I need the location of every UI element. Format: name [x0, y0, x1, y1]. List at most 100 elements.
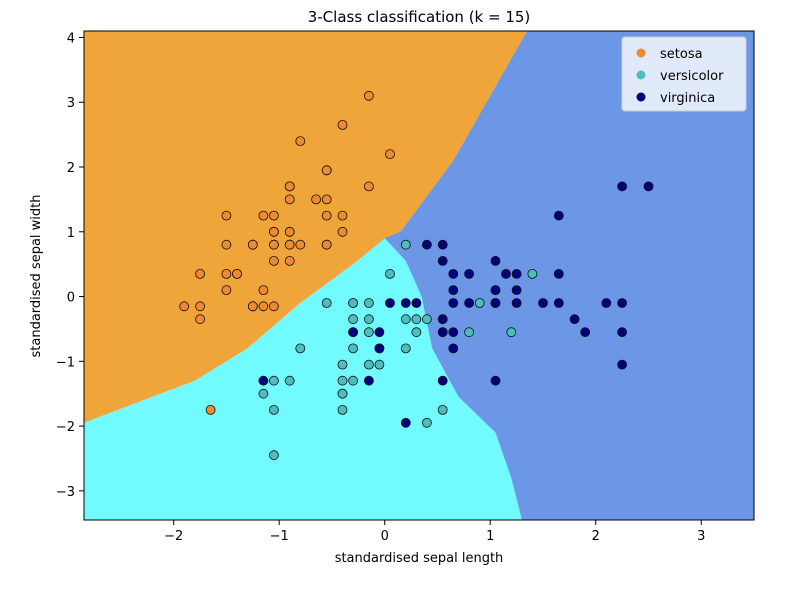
point-versicolor: [374, 359, 385, 370]
point-virginica: [448, 285, 459, 296]
point-virginica: [421, 239, 432, 250]
point-versicolor: [337, 359, 348, 370]
point-versicolor: [337, 388, 348, 399]
point-setosa: [385, 149, 395, 160]
point-setosa: [295, 136, 306, 147]
point-versicolor: [385, 268, 395, 279]
point-setosa: [221, 268, 232, 279]
point-setosa: [284, 239, 295, 250]
point-virginica: [437, 375, 448, 386]
point-setosa: [247, 301, 258, 312]
y-tick-label: 3: [67, 96, 75, 111]
point-virginica: [490, 298, 501, 308]
point-versicolor: [348, 343, 359, 354]
point-virginica: [437, 255, 448, 266]
point-virginica: [448, 268, 459, 279]
point-virginica: [643, 181, 654, 192]
point-virginica: [511, 298, 522, 308]
y-tick-label: −2: [56, 420, 75, 435]
point-virginica: [448, 343, 459, 354]
y-tick-label: −1: [56, 355, 75, 370]
point-versicolor: [348, 314, 359, 325]
point-setosa: [337, 120, 348, 130]
point-versicolor: [411, 314, 422, 325]
point-setosa: [363, 90, 374, 101]
point-versicolor: [400, 343, 411, 354]
point-virginica: [617, 327, 627, 338]
point-setosa: [195, 301, 206, 312]
point-virginica: [400, 417, 411, 428]
point-versicolor: [348, 375, 359, 386]
region-versicolor: [84, 238, 522, 520]
point-virginica: [464, 268, 475, 279]
point-versicolor: [363, 298, 374, 308]
point-setosa: [321, 210, 332, 221]
legend-marker-versicolor: [636, 70, 646, 80]
point-virginica: [258, 375, 269, 386]
point-virginica: [363, 375, 374, 386]
plot-area: [83, 30, 755, 521]
point-versicolor: [421, 314, 432, 325]
point-versicolor: [337, 404, 348, 415]
point-setosa: [258, 285, 269, 296]
point-versicolor: [421, 417, 432, 428]
x-tick-label: 2: [592, 529, 600, 544]
x-tick-label: 1: [486, 529, 494, 544]
point-virginica: [553, 268, 564, 279]
point-versicolor: [295, 343, 306, 354]
point-setosa: [284, 194, 295, 205]
point-virginica: [348, 327, 359, 338]
y-axis-ticks: −3 −2 −1 0 1 2 3 4: [56, 31, 84, 500]
point-setosa: [268, 210, 279, 221]
x-tick-label: −1: [270, 529, 289, 544]
point-setosa: [205, 404, 216, 415]
point-setosa: [258, 301, 269, 312]
point-setosa: [363, 181, 374, 192]
point-virginica: [437, 239, 448, 250]
point-setosa: [268, 239, 279, 250]
point-virginica: [553, 298, 564, 308]
point-setosa: [232, 268, 242, 279]
point-virginica: [437, 327, 448, 338]
point-virginica: [490, 255, 501, 266]
point-virginica: [411, 298, 422, 308]
point-versicolor: [337, 375, 348, 386]
point-virginica: [490, 285, 501, 296]
point-virginica: [448, 298, 459, 308]
point-versicolor: [506, 327, 517, 338]
legend-label-virginica: virginica: [660, 91, 715, 106]
point-versicolor: [268, 450, 279, 461]
point-versicolor: [400, 239, 411, 250]
x-tick-label: −2: [164, 529, 183, 544]
point-setosa: [337, 226, 348, 237]
point-versicolor: [527, 268, 538, 279]
y-tick-label: 2: [67, 161, 75, 176]
point-versicolor: [363, 327, 374, 338]
point-versicolor: [411, 327, 422, 338]
point-virginica: [400, 298, 411, 308]
y-tick-label: 1: [67, 226, 75, 241]
point-virginica: [490, 375, 501, 386]
x-axis-ticks: −2 −1 0 1 2 3: [164, 520, 705, 544]
point-virginica: [448, 327, 459, 338]
legend: setosa versicolor virginica: [621, 36, 747, 112]
point-setosa: [258, 210, 269, 221]
point-setosa: [195, 314, 206, 325]
data-points: [179, 90, 654, 461]
point-setosa: [195, 268, 206, 279]
x-tick-label: 3: [697, 529, 705, 544]
point-virginica: [374, 343, 385, 354]
point-versicolor: [400, 314, 411, 325]
point-versicolor: [268, 375, 279, 386]
point-versicolor: [258, 388, 269, 399]
point-virginica: [601, 298, 612, 308]
point-versicolor: [284, 375, 295, 386]
point-setosa: [179, 301, 190, 312]
point-virginica: [501, 268, 511, 279]
legend-label-setosa: setosa: [660, 47, 703, 62]
decision-regions: [84, 31, 754, 520]
x-axis-label: standardised sepal length: [335, 551, 504, 566]
point-setosa: [284, 226, 295, 237]
point-setosa: [321, 165, 332, 176]
